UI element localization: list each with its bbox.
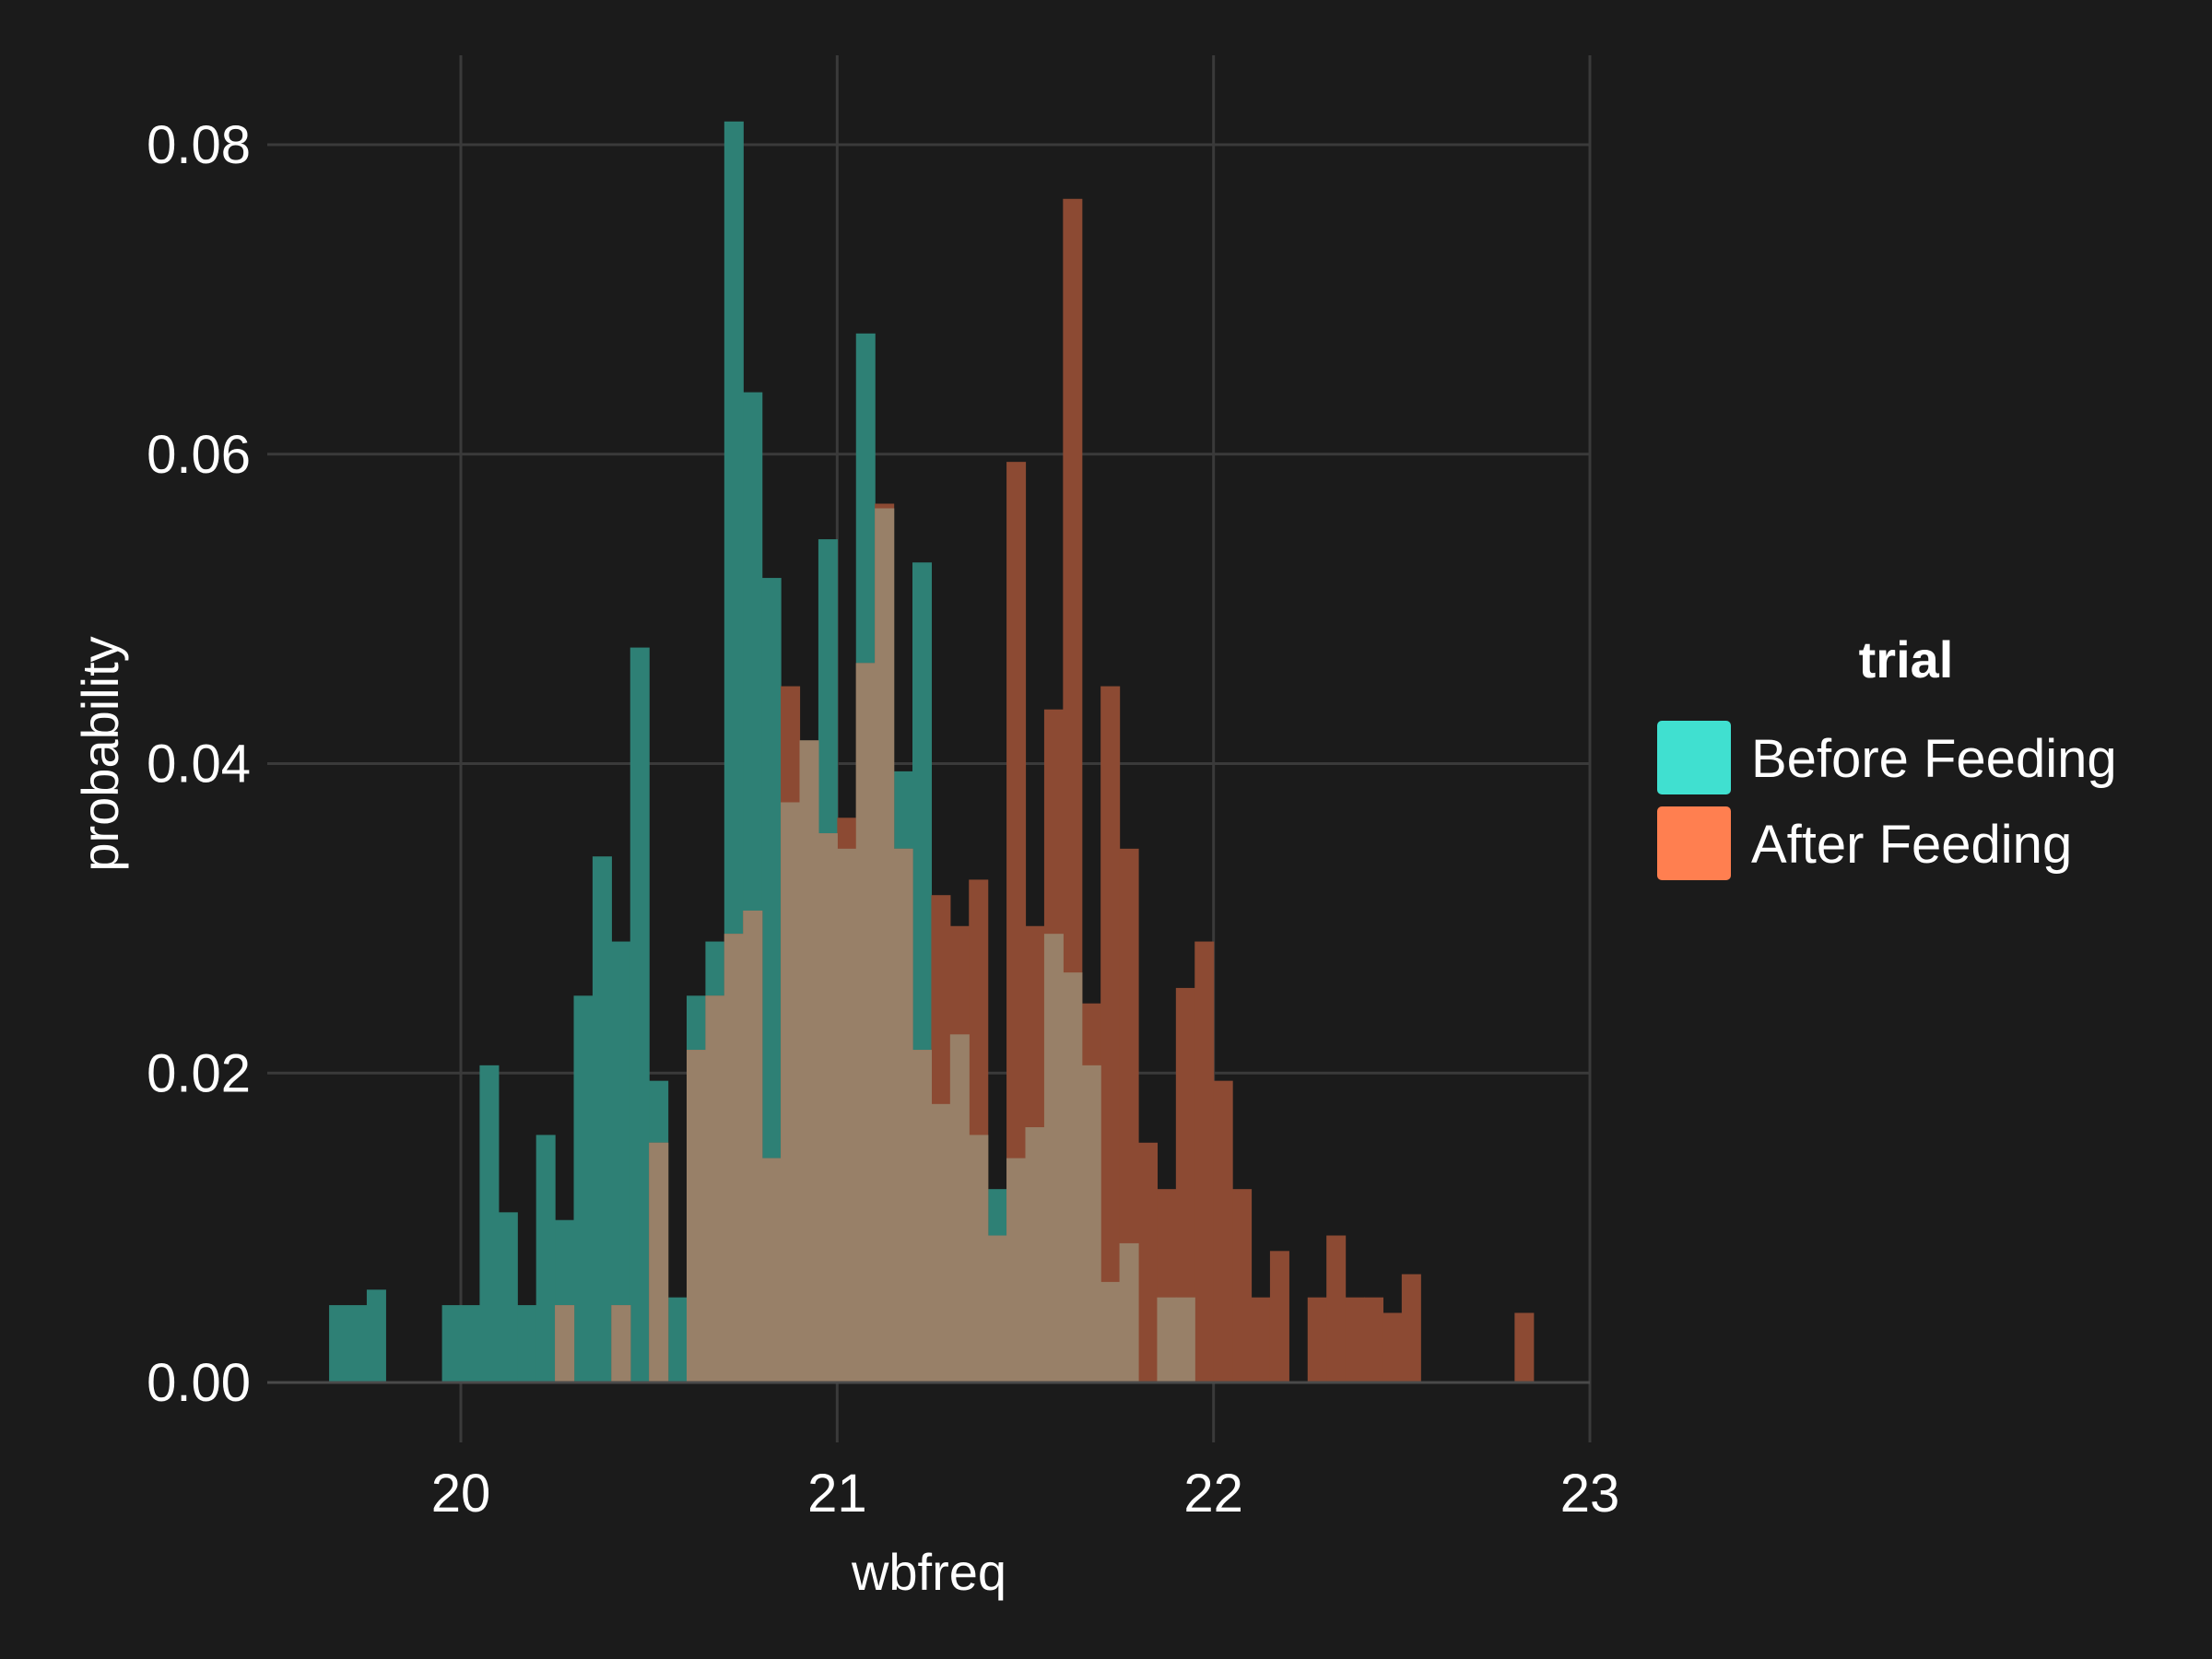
bar-overlap-39 [1119,1242,1139,1382]
bar-after-25 [1100,686,1121,1382]
y-tick-label-2: 0.04 [147,735,251,794]
y-tick-label-1: 0.02 [147,1043,251,1103]
bar-after-30 [1194,941,1215,1382]
bar-after-34 [1269,1251,1289,1382]
legend-swatch-before-feeding [1657,721,1731,794]
bar-overlap-22 [799,740,819,1382]
bar-before-13 [629,647,650,1382]
bar-overlap-41 [1175,1297,1195,1382]
bar-overlap-29 [931,1103,951,1382]
x-axis-label: wbfreq [851,1543,1006,1601]
bar-after-33 [1251,1297,1271,1382]
bar-after-41 [1514,1312,1535,1382]
bar-overlap-38 [1100,1281,1121,1382]
bar-before-6 [498,1212,518,1382]
bar-before-7 [517,1305,537,1382]
bar-overlap-23 [818,833,838,1382]
bar-overlap-40 [1157,1297,1177,1382]
bar-overlap-30 [949,1034,970,1382]
bar-overlap-14 [649,1142,669,1382]
bar-overlap-28 [912,1050,933,1382]
bar-overlap-34 [1025,1127,1045,1382]
x-axis-ticks: 20 21 22 23 [431,1464,1620,1524]
bar-overlap-19 [743,910,763,1382]
bar-before-4 [461,1305,481,1382]
bar-overlap-36 [1063,972,1083,1382]
bar-after-32 [1232,1189,1253,1382]
bar-before-12 [611,941,631,1382]
legend-title: trial [1859,630,1954,688]
y-axis-label: probability [71,636,129,871]
bar-overlap-21 [781,802,801,1382]
bar-before-10 [573,995,594,1382]
bar-before-0 [329,1305,349,1382]
bar-overlap-35 [1043,934,1064,1382]
bar-overlap-27 [893,848,913,1382]
y-tick-label-3: 0.06 [147,425,251,485]
bar-after-38 [1364,1297,1384,1382]
bar-overlap-12 [611,1305,631,1382]
legend: trial Before Feeding After Feeding [1657,630,2117,880]
bar-before-8 [535,1135,556,1382]
bar-before-3 [441,1305,462,1382]
bar-overlap-32 [987,1235,1007,1382]
bar-before-11 [592,856,612,1382]
legend-swatch-after-feeding [1657,806,1731,880]
bar-overlap-31 [969,1135,989,1382]
legend-label-after-feeding: After Feeding [1751,815,2072,875]
bar-before-5 [479,1065,500,1382]
bar-overlap-33 [1006,1158,1027,1382]
bar-before-15 [667,1297,688,1382]
bar-overlap-9 [555,1305,575,1382]
x-tick-label-0: 20 [431,1464,491,1524]
y-axis-ticks: 0.00 0.02 0.04 0.06 0.08 [147,115,251,1413]
x-tick-label-2: 22 [1183,1464,1243,1524]
bar-overlap-24 [837,848,857,1382]
y-tick-label-0: 0.00 [147,1353,251,1413]
legend-label-before-feeding: Before Feeding [1751,729,2117,789]
bar-overlap-20 [761,1158,782,1382]
bar-after-36 [1326,1235,1347,1382]
x-tick-label-1: 21 [807,1464,867,1524]
bar-overlap-18 [724,934,744,1382]
bar-after-27 [1138,1142,1159,1382]
bar-after-40 [1401,1274,1421,1382]
bar-after-37 [1345,1297,1365,1382]
bar-after-35 [1307,1297,1327,1382]
overlap-bars [555,508,1195,1382]
bar-overlap-16 [687,1050,707,1382]
bar-after-39 [1382,1312,1403,1382]
bar-overlap-25 [855,663,876,1382]
x-tick-label-3: 23 [1560,1464,1620,1524]
y-tick-label-4: 0.08 [147,115,251,175]
bar-after-29 [1175,987,1195,1382]
bar-before-1 [347,1305,368,1382]
bar-after-31 [1213,1080,1233,1382]
bar-before-2 [366,1289,386,1382]
bar-after-20 [1006,462,1027,1382]
bar-overlap-26 [875,508,895,1382]
bar-overlap-37 [1081,1065,1101,1382]
bar-overlap-17 [705,995,725,1382]
